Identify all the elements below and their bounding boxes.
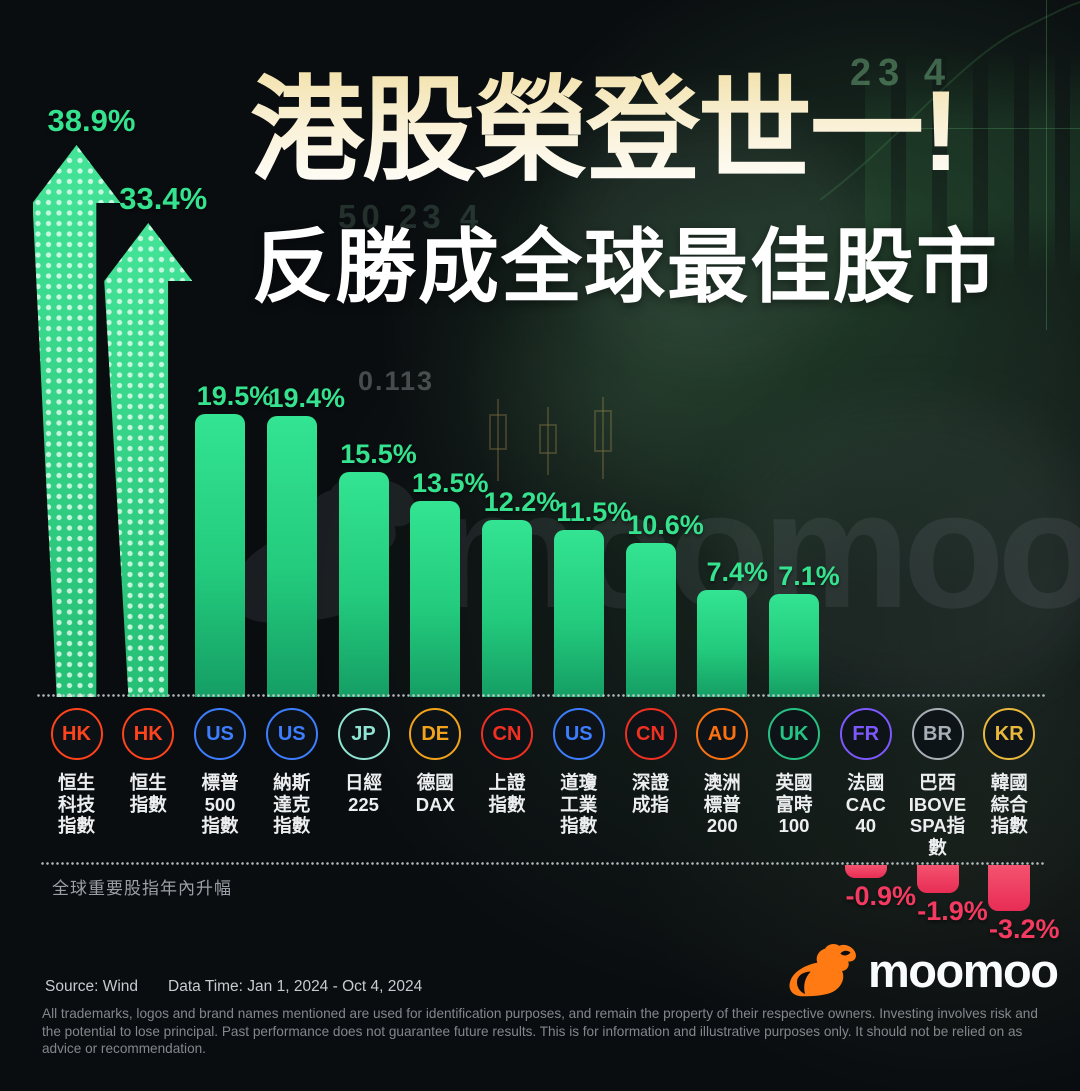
index-bar — [482, 520, 532, 697]
index-bar — [195, 414, 245, 697]
index-bar — [697, 590, 748, 697]
country-badge-hk: HK — [122, 708, 175, 760]
bar-value-label: 38.9% — [47, 103, 136, 138]
index-bar — [553, 530, 604, 697]
index-name: 恒生 科技 指數 — [57, 772, 95, 836]
country-badge-hk: HK — [50, 708, 103, 760]
index-arrow-bar — [32, 145, 121, 697]
index-name: 上證 指數 — [488, 772, 526, 815]
index-name: 恒生 指數 — [129, 772, 167, 815]
background-ticker-digits: 50 23 4 — [338, 198, 484, 235]
chart-baseline — [36, 694, 1046, 697]
index-bar — [769, 594, 819, 697]
background-chart-curve — [820, 1, 1080, 201]
country-badge-cn: CN — [624, 708, 677, 760]
bar-value-label: -1.9% — [917, 896, 988, 926]
background-volume-bars — [865, 48, 1080, 278]
bar-value-label: 7.1% — [778, 561, 840, 591]
bar-value-label: 19.4% — [268, 383, 346, 413]
chart-caption: 全球重要股指年內升幅 — [52, 879, 232, 898]
background-ticker-digits: 0.113 — [358, 366, 435, 396]
index-bar-negative — [988, 865, 1031, 911]
country-badge-cn: CN — [481, 708, 533, 760]
index-bar — [410, 501, 461, 697]
subtitle: 反勝成全球最佳股市 — [252, 223, 1000, 313]
bar-value-label: 11.5% — [556, 497, 632, 527]
bar-value-label: 13.5% — [411, 468, 489, 498]
country-badge-kr: KR — [983, 708, 1036, 760]
index-bar — [266, 416, 317, 697]
background-ticker-digits: 23 4 — [850, 52, 952, 95]
country-badge-us: US — [265, 708, 318, 760]
background-gold-candlesticks — [489, 397, 612, 481]
moomoo-bull-icon — [789, 944, 856, 997]
index-name: 英國 富時 100 — [775, 772, 813, 836]
country-badge-de: DE — [409, 708, 462, 760]
bar-value-label: 33.4% — [119, 181, 208, 216]
country-badge-br: BR — [911, 708, 964, 760]
index-name: 深證 成指 — [631, 772, 669, 815]
background-smoke — [560, 110, 860, 360]
bar-value-label: -3.2% — [988, 914, 1060, 944]
index-name: 標普 500 指數 — [201, 772, 239, 836]
disclaimer-text: All trademarks, logos and brand names me… — [42, 1006, 1038, 1057]
chart-lower-divider — [40, 862, 1046, 865]
bar-value-label: 19.5% — [196, 381, 274, 411]
data-time-label: Data Time: Jan 1, 2024 - Oct 4, 2024 — [168, 978, 423, 995]
country-badge-uk: UK — [768, 708, 820, 760]
index-name: 日經 225 — [344, 772, 382, 815]
bar-value-label: 15.5% — [340, 439, 417, 469]
index-name: 韓國 綜合 指數 — [990, 772, 1028, 836]
moomoo-logo: moomoo — [786, 942, 1059, 999]
bar-value-label: -0.9% — [845, 881, 917, 911]
index-name: 法國 CAC 40 — [845, 772, 886, 836]
country-badge-au: AU — [696, 708, 749, 760]
index-name: 澳洲 標普 200 — [703, 772, 741, 836]
index-bar — [338, 472, 389, 697]
index-name: 納斯 達克 指數 — [273, 772, 311, 836]
index-arrow-bar — [104, 223, 193, 697]
source-row: Source: Wind Data Time: Jan 1, 2024 - Oc… — [45, 978, 422, 996]
index-name: 道瓊 工業 指數 — [560, 772, 598, 836]
watermark-text: moomoo — [433, 458, 1080, 643]
index-bar — [625, 543, 676, 697]
index-name: 德國 DAX — [415, 772, 455, 815]
background-grid-line — [878, 128, 1080, 129]
country-badge-jp: JP — [337, 708, 390, 760]
index-bar-negative — [844, 865, 887, 878]
bar-value-label: 7.4% — [706, 557, 769, 587]
country-badge-us: US — [194, 708, 246, 760]
country-badge-us: US — [552, 708, 605, 760]
index-name: 巴西 IBOVE SPA指數 — [908, 772, 967, 858]
background-grid-line — [1046, 0, 1047, 330]
bar-value-label: 10.6% — [627, 510, 704, 540]
bar-value-label: 12.2% — [483, 487, 561, 517]
brand-name: moomoo — [868, 944, 1059, 997]
country-badge-fr: FR — [839, 708, 892, 760]
index-bar-negative — [916, 865, 959, 893]
source-label: Source: Wind — [45, 978, 139, 995]
main-title: 港股榮登世一! — [250, 66, 960, 197]
